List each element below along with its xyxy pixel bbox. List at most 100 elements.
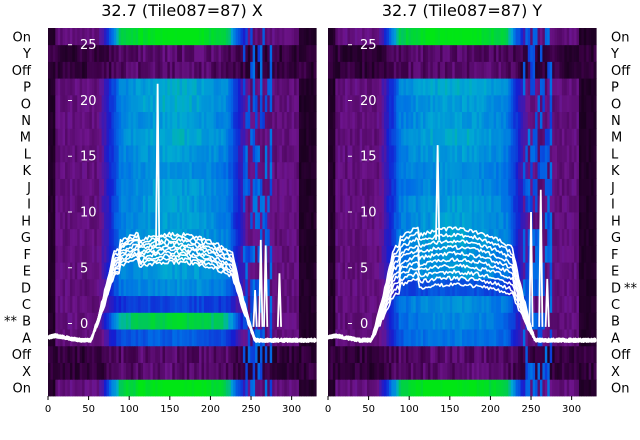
- x-tick-label: 0: [45, 404, 51, 415]
- y-tick-label: 15: [360, 150, 377, 165]
- row-label-right: Off: [611, 64, 631, 79]
- row-label-right: O: [611, 97, 621, 112]
- row-label-right: B: [611, 315, 620, 330]
- row-label-left: On: [13, 30, 31, 45]
- y-tick-label: 0: [80, 317, 88, 332]
- waterfall-row-e: [48, 262, 317, 280]
- y-tick-label: 25: [360, 38, 377, 53]
- waterfall-row-b: [328, 312, 597, 330]
- spectrum-spike-4: [263, 245, 269, 327]
- waterfall-row-on: [328, 379, 597, 397]
- waterfall-row-c: [48, 295, 317, 313]
- x-tick-label: 100: [120, 404, 139, 415]
- row-label-left: I: [27, 198, 31, 213]
- row-label-left: Off: [12, 64, 32, 79]
- row-label-left: J: [26, 181, 31, 196]
- x-tick-label: 150: [160, 404, 179, 415]
- row-label-left: H: [21, 214, 31, 229]
- row-label-left: N: [21, 114, 31, 129]
- waterfall-row-m: [48, 128, 317, 146]
- row-label-left: P: [23, 81, 31, 96]
- x-tick-label: 200: [481, 404, 500, 415]
- spectrum-spike-2: [528, 211, 534, 327]
- waterfall-row-p: [328, 78, 597, 96]
- x-tick-label: 0: [325, 404, 331, 415]
- row-label-left: E: [23, 265, 31, 280]
- waterfall-row-l: [328, 145, 597, 163]
- row-label-left: K: [22, 164, 31, 179]
- row-label-right: X: [611, 365, 620, 380]
- waterfall-row-j: [48, 178, 317, 196]
- row-label-right: G: [611, 231, 621, 246]
- spectrum-line-10: [47, 231, 317, 343]
- y-tick-label: 25: [80, 38, 97, 53]
- waterfall-row-d: [48, 278, 317, 297]
- y-tick-label: 0: [360, 317, 368, 332]
- x-axis-ticks: 0 50 100 150 200 250 300 0 50 100 150 200 250 300: [45, 396, 581, 415]
- row-label-right: On: [611, 30, 629, 45]
- waterfall-row-f: [48, 245, 317, 263]
- spectrum-spike-4: [544, 278, 550, 327]
- row-label-left: F: [24, 248, 31, 263]
- row-label-left: X: [22, 365, 31, 380]
- row-marker-right: **: [624, 281, 638, 296]
- y-tick-label: 5: [80, 261, 88, 276]
- waterfall-row-on: [328, 28, 597, 46]
- waterfall-row-n: [328, 111, 597, 129]
- waterfall-row-y: [328, 44, 597, 62]
- waterfall-row-j: [328, 178, 597, 196]
- y-axis-ticks: 0 5 10 15 20 25: [68, 38, 97, 332]
- x-tick-label: 200: [201, 404, 220, 415]
- x-tick-label: 100: [400, 404, 419, 415]
- waterfall-row-n: [48, 111, 317, 129]
- waterfall-row-p: [48, 78, 317, 96]
- row-label-right: On: [611, 382, 629, 397]
- panel-title-x: 32.7 (Tile087=87) X: [101, 1, 263, 20]
- row-label-left: L: [24, 148, 32, 163]
- y-tick-label: 5: [360, 261, 368, 276]
- row-label-right: C: [611, 298, 620, 313]
- row-label-left: G: [21, 231, 31, 246]
- spectrum-spike-3: [538, 189, 544, 327]
- row-label-left: O: [21, 97, 31, 112]
- y-tick-label: 20: [360, 94, 377, 109]
- waterfall-panel-x: 0 5 10 15 20 25: [47, 28, 317, 397]
- y-axis-ticks: 0 5 10 15 20 25: [348, 38, 377, 332]
- spectra-overlay: [327, 145, 597, 343]
- spectrum-spike-2: [252, 290, 258, 327]
- row-label-left: C: [22, 298, 31, 313]
- waterfall-row-off: [328, 61, 597, 79]
- waterfall-row-a: [328, 329, 597, 347]
- row-label-right: M: [611, 131, 622, 146]
- x-tick-label: 50: [362, 404, 375, 415]
- row-label-right: Off: [611, 348, 631, 363]
- panel-title-y: 32.7 (Tile087=87) Y: [382, 1, 543, 20]
- row-label-right: D: [611, 281, 621, 296]
- waterfall-row-i: [48, 195, 317, 213]
- waterfall-row-h: [328, 212, 597, 230]
- row-label-left: A: [22, 332, 31, 347]
- row-label-right: I: [611, 198, 615, 213]
- waterfall-row-d: [328, 278, 597, 297]
- waterfall-row-i: [328, 195, 597, 213]
- x-tick-label: 300: [562, 404, 581, 415]
- waterfall-row-o: [48, 94, 317, 113]
- spectrum-spike-1: [155, 83, 161, 246]
- y-tick-label: 20: [80, 94, 97, 109]
- waterfall-row-off: [328, 345, 597, 363]
- x-tick-label: 300: [282, 404, 301, 415]
- waterfall-row-x: [328, 362, 597, 380]
- row-label-right: N: [611, 114, 621, 129]
- y-tick-label: 15: [80, 150, 97, 165]
- row-label-right: A: [611, 332, 620, 347]
- row-label-left: B: [22, 315, 31, 330]
- y-tick-label: 10: [360, 206, 377, 221]
- x-tick-label: 250: [241, 404, 260, 415]
- spectrum-line-10: [327, 226, 597, 343]
- spectrum-spike-5: [276, 273, 282, 327]
- row-label-left: On: [13, 382, 31, 397]
- waterfall-row-m: [328, 128, 597, 146]
